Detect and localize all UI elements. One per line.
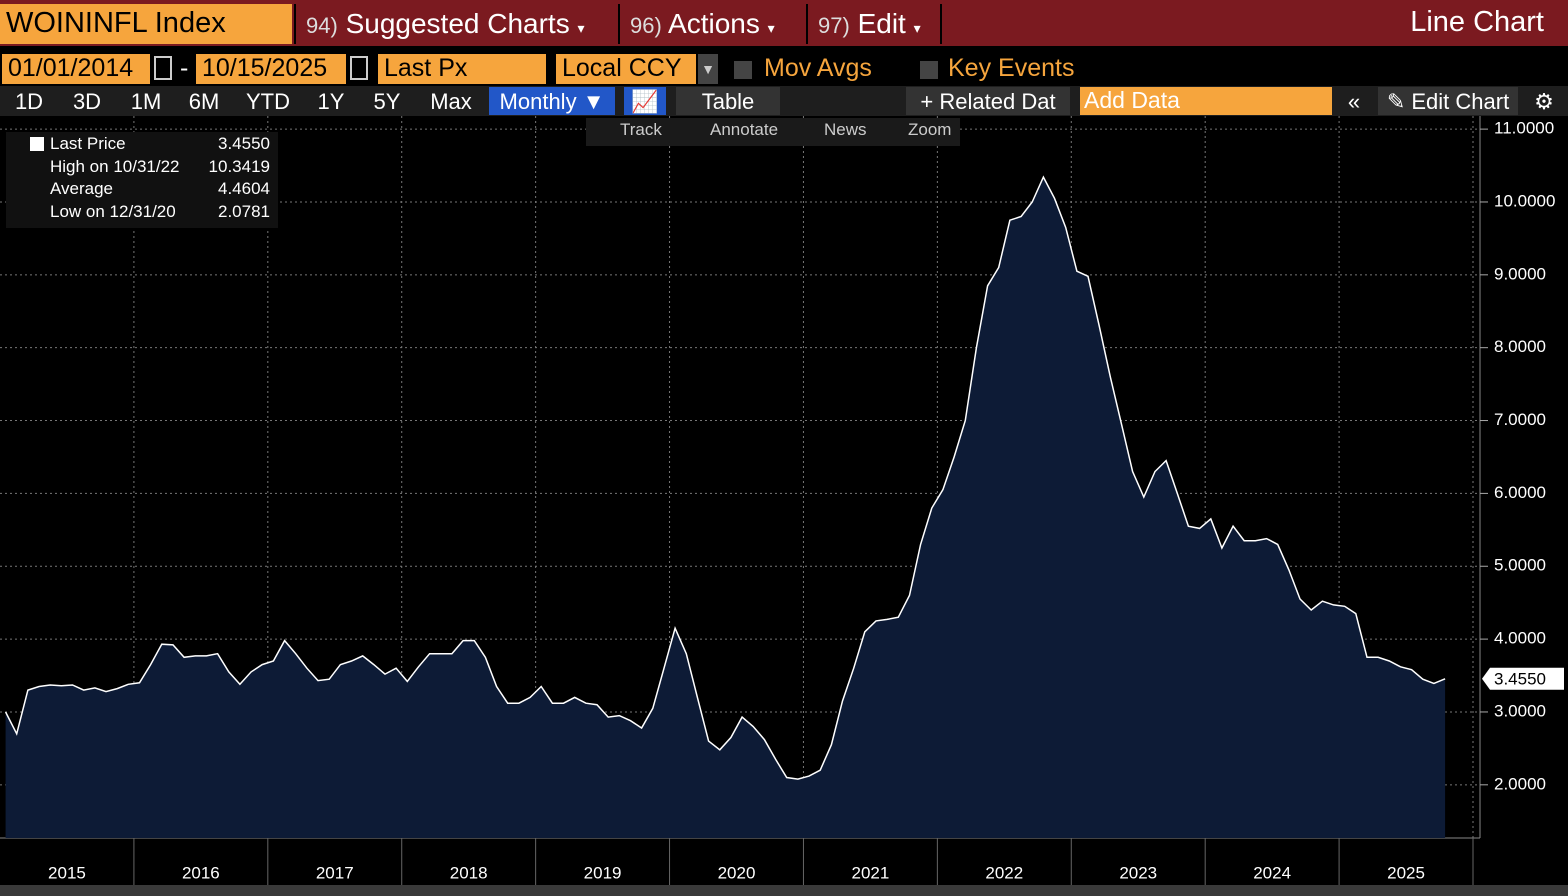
related-label: Related Dat [939,89,1056,114]
bottom-strip [0,885,1568,896]
menu[interactable]: 97) Edit ▾ [806,4,942,44]
x-tick-label: 2024 [1253,863,1291,882]
y-tick-label: 3.0000 [1494,701,1546,720]
period-label: Monthly [499,89,577,114]
add-data-input[interactable]: Add Data [1080,87,1332,115]
dropdown-arrow[interactable]: ▼ [698,54,718,84]
legend-value: 10.3419 [208,156,270,176]
legend-value: 4.4604 [218,179,270,198]
edit-chart-label: Edit Chart [1411,89,1510,114]
last-price-tag [1482,667,1564,690]
menu-label: Suggested Charts [345,8,570,39]
range-button[interactable]: 1D [14,89,44,114]
key-events[interactable]: Key Events [948,54,1075,82]
range-button[interactable]: 1M [130,89,162,114]
tool-button[interactable]: Annotate [710,120,779,139]
legend [6,132,278,228]
end-date[interactable]: 10/15/2025 [196,54,346,84]
chart-tools [586,118,960,146]
tool-button[interactable]: Zoom [908,120,952,139]
y-tick-label: 8.0000 [1494,337,1546,356]
collapse[interactable]: « [1347,89,1361,114]
x-tick-label: 2019 [584,863,622,882]
menu[interactable]: 96) Actions ▾ [618,4,804,44]
y-tick-label: 11.0000 [1494,119,1554,138]
line [4,175,1446,780]
chart-type-button[interactable]: 📈 [624,87,666,115]
x-tick-label: 2015 [48,863,86,882]
range-button[interactable]: YTD [246,89,290,114]
y-tick-label: 5.0000 [1494,556,1546,575]
x-tick-label: 2025 [1387,863,1425,882]
checkbox[interactable] [734,61,752,79]
menu-label: Actions [668,8,760,39]
table-button[interactable]: Table [676,87,780,115]
x-tick-label: 2021 [851,863,889,882]
calendar-icon[interactable] [154,56,172,80]
menu-num: 94) [306,13,338,38]
last-price-label: 3.4550 [1494,669,1546,688]
legend-label: Last Price [50,134,126,153]
area [5,177,1446,839]
menu-num: 97) [818,13,850,38]
legend-swatch [30,137,44,151]
settings[interactable]: ⚙ [1534,89,1554,114]
x-tick-label: 2023 [1119,863,1157,882]
y-tick-label: 4.0000 [1494,629,1546,648]
range-button[interactable]: 1Y [317,89,345,114]
range-button[interactable]: 5Y [373,89,401,114]
y-tick-label: 9.0000 [1494,264,1546,283]
calendar-icon[interactable] [350,56,368,80]
menu-num: 96) [630,13,662,38]
y-tick-label: 2.0000 [1494,774,1546,793]
x-tick-label: 2017 [316,863,354,882]
related-data[interactable]: + Related Dat [906,87,1070,115]
legend-value: 2.0781 [218,201,270,221]
y-tick-label: 10.0000 [1494,191,1555,210]
legend-label: Low on 12/31/20 [50,201,176,221]
legend-label: High on 10/31/22 [50,156,180,176]
range-button[interactable]: 6M [188,89,220,114]
range-button[interactable]: 3D [72,89,102,114]
dash: - [180,54,189,82]
x-tick-label: 2022 [985,863,1023,882]
tool-button[interactable]: News [824,120,867,139]
y-tick-label: 7.0000 [1494,410,1546,429]
menu[interactable]: 94) Suggested Charts ▾ [294,4,616,44]
x-tick-label: 2016 [182,863,220,882]
field[interactable]: Last Px [378,54,546,84]
legend-label: Average [50,179,114,198]
checkbox[interactable] [920,61,938,79]
edit-chart[interactable]: ✎ Edit Chart [1378,87,1518,115]
view-title: Line Chart [1410,6,1544,38]
legend-value: 3.4550 [218,134,270,153]
currency[interactable]: Local CCY [556,54,696,84]
x-tick-label: 2018 [450,863,488,882]
ticker[interactable]: WOININFL Index [0,4,292,44]
period[interactable]: Monthly ▼ [489,87,615,115]
range-button[interactable]: Max [430,89,472,114]
y-tick-label: 6.0000 [1494,483,1546,502]
start-date[interactable]: 01/01/2014 [2,54,150,84]
menu-label: Edit [857,8,906,39]
x-tick-label: 2020 [718,863,756,882]
tool-button[interactable]: Track [620,120,662,139]
mov-avgs[interactable]: Mov Avgs [764,54,872,82]
